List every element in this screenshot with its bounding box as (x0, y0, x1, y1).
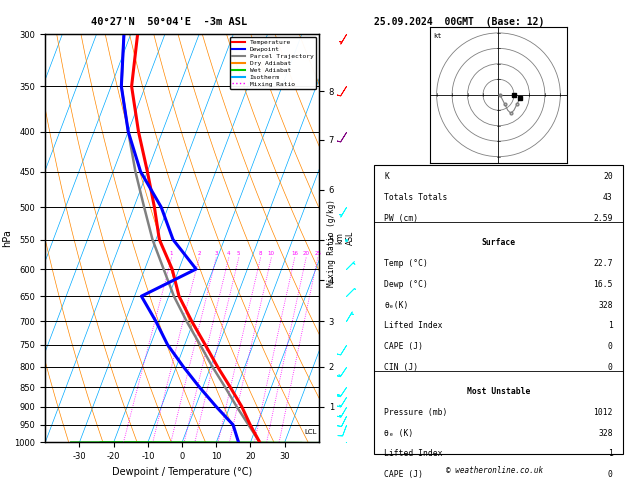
Text: 328: 328 (598, 429, 613, 437)
Text: Lifted Index: Lifted Index (384, 450, 443, 458)
Text: LCL: LCL (304, 429, 317, 435)
Text: 43: 43 (603, 193, 613, 202)
Text: 16.5: 16.5 (593, 280, 613, 289)
Text: 2.59: 2.59 (593, 214, 613, 223)
Text: 10: 10 (268, 250, 275, 256)
Text: 0: 0 (608, 342, 613, 351)
Text: kt: kt (433, 33, 442, 39)
Text: 2: 2 (198, 250, 201, 256)
Text: 1: 1 (608, 321, 613, 330)
Text: 0: 0 (608, 363, 613, 372)
Text: 25: 25 (314, 250, 321, 256)
Text: θₑ(K): θₑ(K) (384, 300, 409, 310)
Text: 1012: 1012 (593, 408, 613, 417)
Text: 1: 1 (608, 450, 613, 458)
Text: 40°27'N  50°04'E  -3m ASL: 40°27'N 50°04'E -3m ASL (91, 17, 247, 27)
Text: Surface: Surface (481, 238, 516, 247)
Text: CAPE (J): CAPE (J) (384, 470, 423, 479)
Text: θₑ (K): θₑ (K) (384, 429, 413, 437)
Text: CAPE (J): CAPE (J) (384, 342, 423, 351)
Text: Lifted Index: Lifted Index (384, 321, 443, 330)
Text: Dewp (°C): Dewp (°C) (384, 280, 428, 289)
Text: K: K (384, 173, 389, 181)
Text: 5: 5 (237, 250, 240, 256)
Text: 22.7: 22.7 (593, 259, 613, 268)
Text: 20: 20 (303, 250, 309, 256)
Text: PW (cm): PW (cm) (384, 214, 418, 223)
Text: CIN (J): CIN (J) (384, 363, 418, 372)
X-axis label: Dewpoint / Temperature (°C): Dewpoint / Temperature (°C) (112, 467, 252, 477)
Text: Pressure (mb): Pressure (mb) (384, 408, 448, 417)
Text: Mixing Ratio (g/kg): Mixing Ratio (g/kg) (327, 199, 336, 287)
Text: 4: 4 (227, 250, 231, 256)
Text: 0: 0 (608, 470, 613, 479)
Text: 8: 8 (259, 250, 262, 256)
Text: © weatheronline.co.uk: © weatheronline.co.uk (447, 466, 543, 475)
Text: 1: 1 (170, 250, 174, 256)
Text: 20: 20 (603, 173, 613, 181)
Text: Most Unstable: Most Unstable (467, 387, 530, 396)
Y-axis label: hPa: hPa (2, 229, 12, 247)
Text: Totals Totals: Totals Totals (384, 193, 448, 202)
Legend: Temperature, Dewpoint, Parcel Trajectory, Dry Adiabat, Wet Adiabat, Isotherm, Mi: Temperature, Dewpoint, Parcel Trajectory… (230, 37, 316, 89)
Text: 25.09.2024  00GMT  (Base: 12): 25.09.2024 00GMT (Base: 12) (374, 17, 545, 27)
Text: 3: 3 (214, 250, 218, 256)
Text: 16: 16 (291, 250, 298, 256)
Y-axis label: km
ASL: km ASL (335, 231, 355, 245)
Text: Temp (°C): Temp (°C) (384, 259, 428, 268)
Text: 328: 328 (598, 300, 613, 310)
